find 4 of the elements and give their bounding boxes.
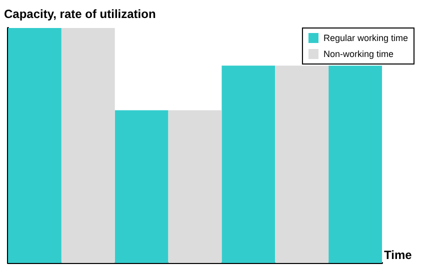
x-axis-title: Time xyxy=(384,248,412,262)
legend-label: Regular working time xyxy=(323,33,408,43)
legend-label: Non-working time xyxy=(323,49,394,59)
y-axis-title: Capacity, rate of utilization xyxy=(4,7,156,21)
